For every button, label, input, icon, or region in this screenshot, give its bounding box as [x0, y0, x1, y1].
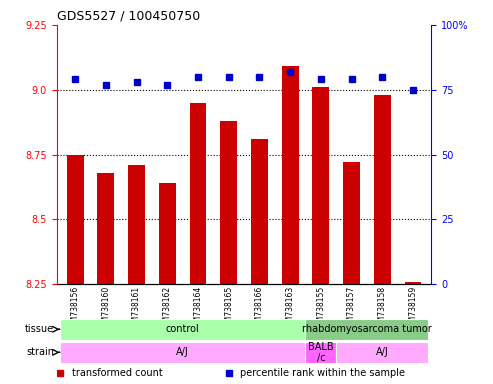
- Text: control: control: [166, 324, 200, 334]
- Bar: [343, 162, 360, 284]
- Bar: [60, 342, 306, 363]
- Text: A/J: A/J: [376, 347, 388, 358]
- Bar: [67, 155, 84, 284]
- Bar: [159, 183, 176, 284]
- Bar: [404, 281, 422, 284]
- Text: strain: strain: [26, 347, 54, 358]
- Bar: [374, 95, 390, 284]
- Text: percentile rank within the sample: percentile rank within the sample: [240, 368, 405, 378]
- Text: GDS5527 / 100450750: GDS5527 / 100450750: [57, 9, 200, 22]
- Bar: [251, 139, 268, 284]
- Bar: [306, 319, 428, 340]
- Text: A/J: A/J: [176, 347, 189, 358]
- Bar: [306, 342, 336, 363]
- Bar: [98, 173, 114, 284]
- Text: tissue: tissue: [25, 324, 54, 334]
- Bar: [313, 87, 329, 284]
- Bar: [220, 121, 237, 284]
- Text: BALB
/c: BALB /c: [308, 341, 334, 363]
- Text: rhabdomyosarcoma tumor: rhabdomyosarcoma tumor: [302, 324, 432, 334]
- Bar: [189, 103, 207, 284]
- Bar: [282, 66, 299, 284]
- Bar: [60, 319, 306, 340]
- Text: transformed count: transformed count: [71, 368, 162, 378]
- Bar: [336, 342, 428, 363]
- Bar: [128, 165, 145, 284]
